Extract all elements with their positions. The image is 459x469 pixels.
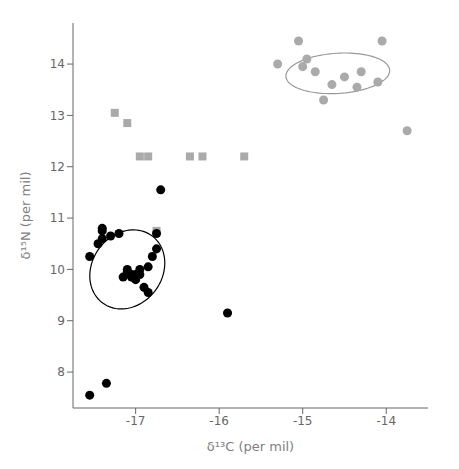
svg-text:-16: -16 (209, 414, 229, 428)
svg-text:-14: -14 (376, 414, 396, 428)
svg-text:14: 14 (50, 57, 65, 71)
svg-text:12: 12 (50, 160, 65, 174)
svg-text:10: 10 (50, 263, 65, 277)
svg-text:9: 9 (57, 314, 65, 328)
svg-text:-15: -15 (293, 414, 313, 428)
svg-text:11: 11 (50, 211, 65, 225)
svg-text:-17: -17 (126, 414, 146, 428)
svg-text:δ¹³C (per mil): δ¹³C (per mil) (207, 439, 294, 454)
svg-text:13: 13 (50, 109, 65, 123)
svg-text:δ¹⁵N (per mil): δ¹⁵N (per mil) (18, 172, 33, 260)
svg-text:8: 8 (57, 365, 65, 379)
